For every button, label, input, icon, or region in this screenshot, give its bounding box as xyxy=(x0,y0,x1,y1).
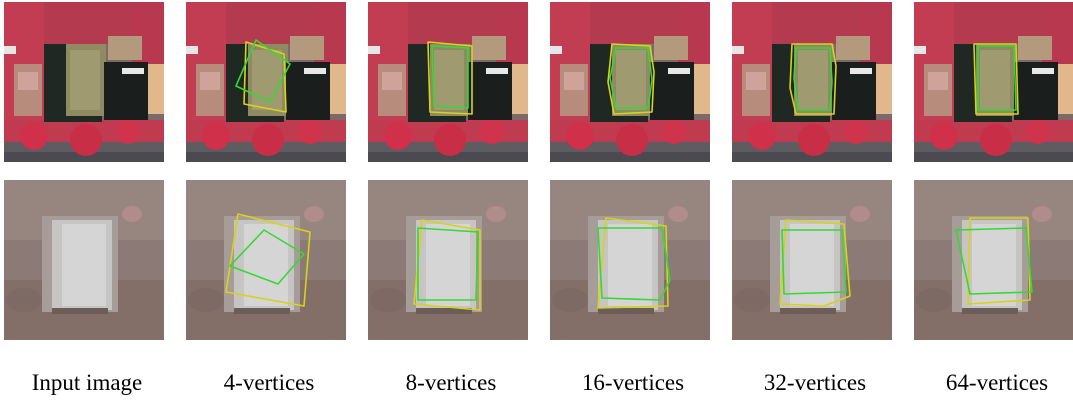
aerial-rgb-photo xyxy=(732,180,892,340)
image-tile-row1-col5 xyxy=(732,2,892,162)
image-tile-row1-col2 xyxy=(186,2,346,162)
predicted-polygon xyxy=(597,227,671,301)
ground-truth-polygon xyxy=(427,41,473,115)
image-tile-row2-col2 xyxy=(186,180,346,340)
aerial-rgb-photo xyxy=(550,180,710,340)
aerial-infrared-photo xyxy=(914,2,1073,162)
caption-4-vertices: 4-vertices xyxy=(223,370,315,395)
image-tile-row1-col6 xyxy=(914,2,1073,162)
aerial-infrared-photo xyxy=(4,2,164,162)
image-tile-row2-col6 xyxy=(914,180,1073,340)
predicted-polygon xyxy=(955,227,1033,295)
aerial-infrared-photo xyxy=(732,2,892,162)
figure-grid xyxy=(4,2,1073,342)
predicted-polygon xyxy=(235,39,291,103)
caption-input-image: Input image xyxy=(31,370,143,395)
caption-64-vertices: 64-vertices xyxy=(945,370,1049,395)
ground-truth-polygon xyxy=(967,217,1031,305)
aerial-infrared-photo xyxy=(550,2,710,162)
ground-truth-polygon xyxy=(789,43,837,115)
image-tile-row2-col3 xyxy=(368,180,528,340)
caption-16-vertices: 16-vertices xyxy=(581,370,685,395)
image-tile-row1-col4 xyxy=(550,2,710,162)
image-tile-row2-col1 xyxy=(4,180,164,340)
image-tile-row2-col4 xyxy=(550,180,710,340)
ground-truth-polygon xyxy=(607,43,655,115)
caption-8-vertices: 8-vertices xyxy=(405,370,497,395)
aerial-rgb-photo xyxy=(186,180,346,340)
aerial-infrared-photo xyxy=(186,2,346,162)
predicted-polygon xyxy=(431,45,469,109)
predicted-polygon xyxy=(609,47,653,109)
image-tile-row2-col5 xyxy=(732,180,892,340)
aerial-infrared-photo xyxy=(368,2,528,162)
aerial-rgb-photo xyxy=(4,180,164,340)
ground-truth-polygon xyxy=(413,219,481,311)
ground-truth-polygon xyxy=(973,43,1019,115)
predicted-polygon xyxy=(781,229,847,295)
predicted-polygon xyxy=(417,227,479,301)
aerial-rgb-photo xyxy=(914,180,1073,340)
image-tile-row1-col3 xyxy=(368,2,528,162)
aerial-rgb-photo xyxy=(368,180,528,340)
predicted-polygon xyxy=(793,47,833,111)
image-tile-row1-col1 xyxy=(4,2,164,162)
caption-32-vertices: 32-vertices xyxy=(763,370,867,395)
predicted-polygon xyxy=(229,229,305,285)
ground-truth-polygon xyxy=(779,219,851,307)
predicted-polygon xyxy=(977,45,1017,111)
